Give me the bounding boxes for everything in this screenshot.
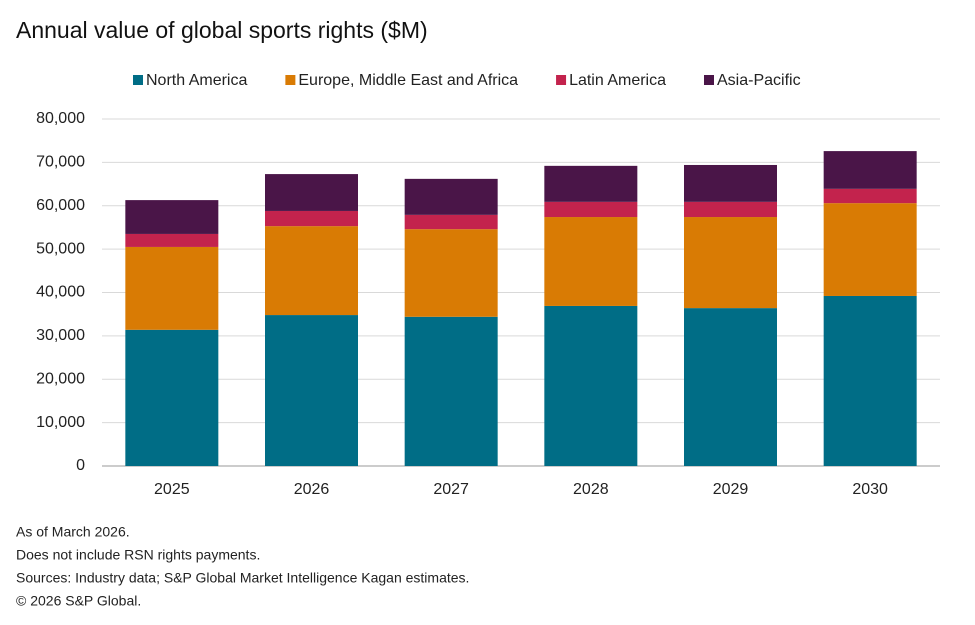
legend-swatch (133, 75, 143, 85)
y-tick-label: 30,000 (36, 327, 85, 344)
y-tick-label: 60,000 (36, 197, 85, 214)
x-tick-label: 2030 (852, 481, 888, 498)
bar-segment (544, 201, 638, 218)
bar-segment (125, 200, 219, 234)
legend-swatch (556, 75, 567, 85)
bar-segment (544, 217, 638, 306)
bar-segment (265, 210, 358, 227)
legend-label: Asia-Pacific (717, 72, 801, 89)
bar-segment (823, 295, 917, 466)
legend-label: Latin America (569, 72, 666, 89)
y-tick-label: 80,000 (36, 110, 85, 127)
bar-segment (544, 305, 638, 466)
footnote: © 2026 S&P Global. (16, 593, 141, 609)
footnote: Sources: Industry data; S&P Global Marke… (16, 570, 469, 586)
x-tick-label: 2026 (294, 481, 330, 498)
legend-swatch (285, 75, 296, 85)
bar-segment (404, 214, 498, 230)
bar-segment (125, 329, 219, 466)
bar-segment (265, 226, 358, 316)
bar-segment (684, 217, 777, 309)
y-tick-label: 70,000 (36, 154, 85, 171)
bar-segment (684, 164, 777, 202)
legend-label: North America (146, 72, 247, 89)
y-tick-label: 40,000 (36, 284, 85, 301)
bar-segment (823, 188, 917, 204)
y-tick-label: 0 (76, 457, 85, 474)
x-tick-label: 2025 (154, 481, 190, 498)
bar-segment (125, 246, 219, 330)
x-tick-label: 2029 (713, 481, 749, 498)
bar-segment (684, 201, 777, 218)
bar-segment (265, 174, 358, 211)
bar-segment (404, 229, 498, 317)
y-tick-label: 20,000 (36, 370, 85, 387)
bar-segment (823, 203, 917, 296)
x-tick-label: 2028 (573, 481, 609, 498)
bar-segment (404, 178, 498, 215)
bar-segment (265, 315, 358, 466)
legend-swatch (704, 75, 714, 85)
legend-label: Europe, Middle East and Africa (298, 72, 518, 89)
bar-segment (823, 151, 917, 189)
footnote: As of March 2026. (16, 524, 130, 540)
y-tick-label: 10,000 (36, 414, 85, 431)
footnote: Does not include RSN rights payments. (16, 547, 260, 563)
bar-segment (684, 308, 777, 466)
x-tick-label: 2027 (433, 481, 469, 498)
bar-segment (125, 233, 219, 247)
y-tick-label: 50,000 (36, 240, 85, 257)
bar-segment (404, 316, 498, 466)
chart-title: Annual value of global sports rights ($M… (16, 17, 428, 43)
bar-segment (544, 165, 638, 202)
